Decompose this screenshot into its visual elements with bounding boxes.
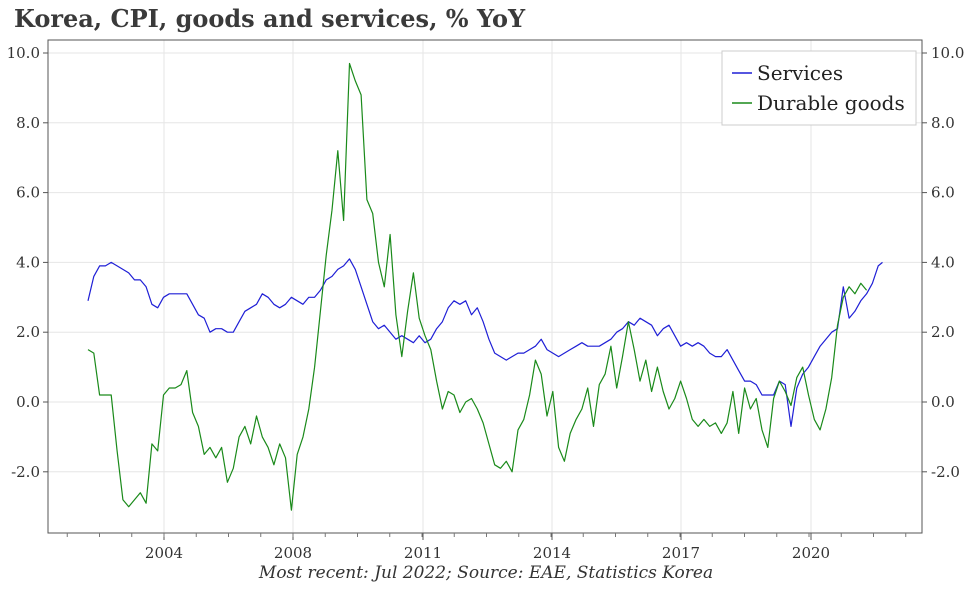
series-layer xyxy=(87,62,883,511)
right-y-tick-label: 8.0 xyxy=(931,114,955,132)
legend-label: Durable goods xyxy=(757,91,905,115)
plot-frame xyxy=(47,39,923,534)
right-y-tick-label: -2.0 xyxy=(931,463,960,481)
series-line-durable-goods xyxy=(87,62,868,511)
x-axis: 2004 2008 2011 2014 2017 2020 xyxy=(66,533,907,562)
left-y-tick-label: 10.0 xyxy=(7,44,40,62)
left-y-tick-label: 8.0 xyxy=(16,114,40,132)
source-caption: Most recent: Jul 2022; Source: EAE, Stat… xyxy=(258,563,714,583)
right-y-tick-label: 4.0 xyxy=(931,253,955,271)
legend: Services Durable goods xyxy=(721,50,917,126)
right-y-tick-label: 2.0 xyxy=(931,323,955,341)
left-y-tick-label: 6.0 xyxy=(16,184,40,202)
legend-label: Services xyxy=(757,61,843,85)
left-y-tick-label: 0.0 xyxy=(16,393,40,411)
left-y-tick-label: 2.0 xyxy=(16,323,40,341)
x-tick-label: 2008 xyxy=(274,544,312,562)
x-tick-label: 2014 xyxy=(533,544,571,562)
x-tick-label: 2004 xyxy=(145,544,183,562)
left-y-tick-label: 4.0 xyxy=(16,253,40,271)
right-y-axis: -2.0 0.0 2.0 4.0 6.0 8.0 10.0 xyxy=(922,44,964,481)
legend-box xyxy=(721,50,917,126)
x-tick-label: 2020 xyxy=(792,544,830,562)
x-tick-label: 2011 xyxy=(404,544,442,562)
right-y-tick-label: 6.0 xyxy=(931,184,955,202)
left-y-tick-label: -2.0 xyxy=(11,463,40,481)
grid-lines xyxy=(48,40,922,533)
chart-title: Korea, CPI, goods and services, % YoY xyxy=(14,4,526,33)
right-y-tick-label: 0.0 xyxy=(931,393,955,411)
right-y-tick-label: 10.0 xyxy=(931,44,964,62)
left-y-axis: -2.0 0.0 2.0 4.0 6.0 8.0 10.0 xyxy=(7,44,48,481)
series-line-services xyxy=(87,258,883,427)
x-tick-label: 2017 xyxy=(662,544,700,562)
